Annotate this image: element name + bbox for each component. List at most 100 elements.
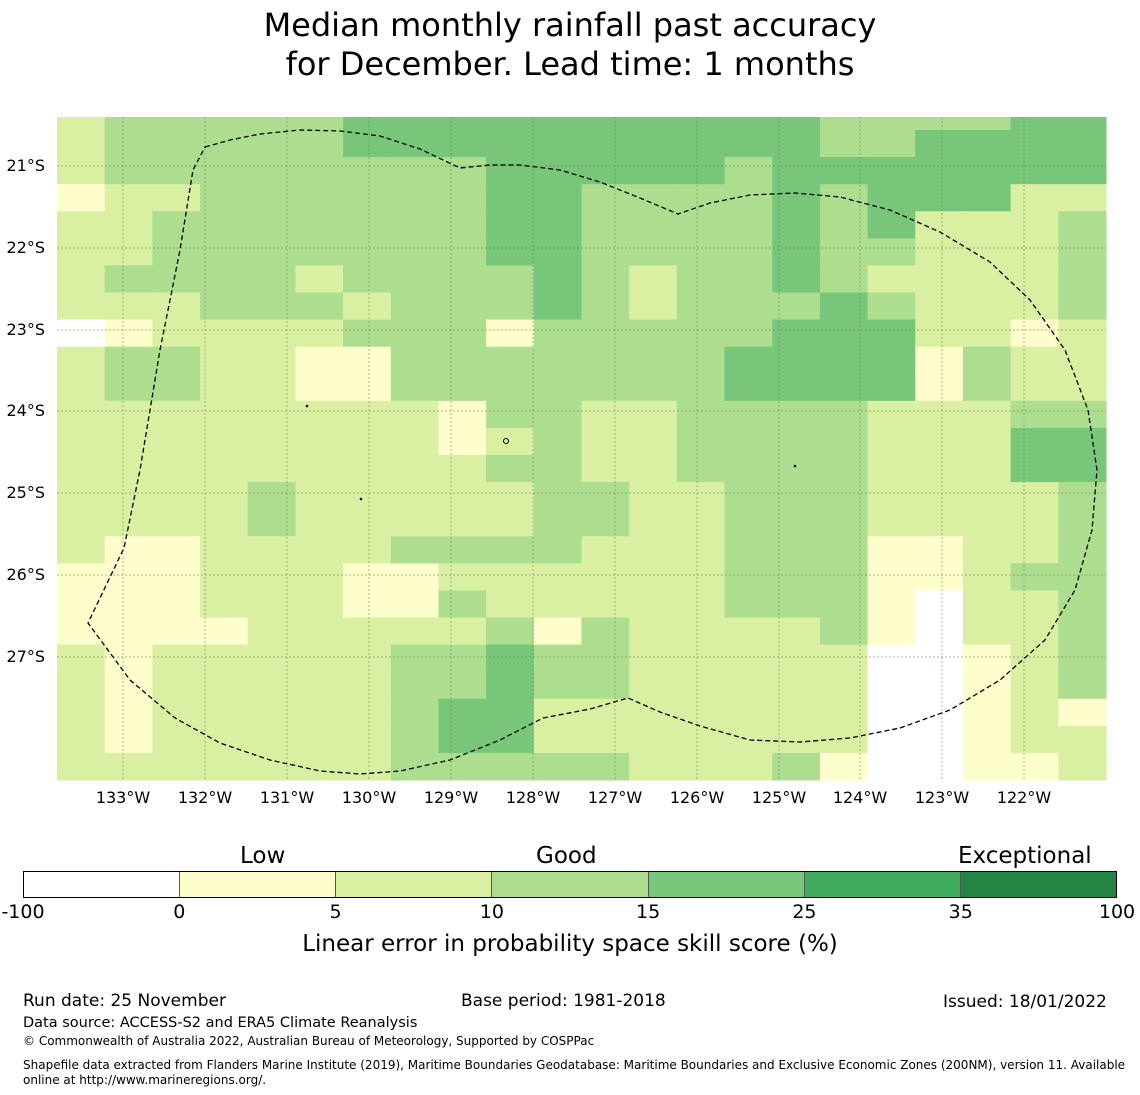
skill-cell: [295, 617, 344, 646]
skill-cell: [915, 130, 964, 158]
skill-cell: [295, 211, 344, 239]
skill-cell: [1010, 184, 1059, 212]
skill-cell: [295, 590, 344, 618]
skill-cell: [915, 617, 964, 646]
skill-cell: [772, 319, 821, 348]
skill-cell: [915, 482, 964, 510]
skill-cell: [819, 509, 869, 537]
skill-cell: [390, 671, 439, 700]
skill-cell: [867, 536, 916, 564]
skill-cell: [819, 130, 869, 158]
skill-cell: [247, 211, 296, 239]
skill-cell: [724, 698, 773, 727]
skill-cell: [724, 346, 773, 375]
skill-cell: [247, 157, 296, 185]
skill-cell: [152, 563, 201, 591]
skill-cell: [1058, 671, 1107, 700]
shapefile-credit-line-1: Shapefile data extracted from Flanders M…: [23, 1058, 1126, 1072]
skill-cell: [295, 238, 344, 266]
skill-cell: [962, 157, 1012, 185]
skill-cell: [1058, 563, 1107, 591]
skill-cell: [772, 752, 821, 781]
skill-cell: [962, 455, 1012, 483]
skill-cell: [438, 184, 487, 212]
skill-cell: [676, 698, 726, 727]
skill-cell: [247, 319, 296, 348]
skill-cell: [819, 292, 869, 321]
island-marker: [305, 404, 309, 408]
skill-cell: [152, 427, 201, 456]
eez-boundary: [87, 129, 1098, 775]
skill-cell: [962, 427, 1012, 456]
skill-cell: [867, 563, 916, 591]
latitude-label: 22°S: [6, 238, 45, 257]
skill-cell: [629, 211, 678, 239]
skill-cell: [295, 427, 344, 456]
island-marker: [503, 438, 509, 444]
skill-cell: [1058, 725, 1107, 754]
skill-cell: [486, 644, 535, 673]
skill-cell: [1058, 617, 1107, 646]
skill-cell: [438, 590, 487, 618]
skill-cell: [629, 427, 678, 456]
skill-cell: [57, 184, 106, 212]
skill-cell: [724, 400, 773, 429]
skill-cell: [390, 184, 439, 212]
skill-cell: [343, 644, 392, 673]
skill-cell: [152, 644, 201, 673]
skill-cell: [104, 427, 153, 456]
skill-cell: [867, 752, 916, 781]
skill-cell: [200, 184, 249, 212]
skill-cell: [200, 482, 249, 510]
skill-cell: [772, 400, 821, 429]
skill-cell: [247, 400, 296, 429]
skill-cell: [915, 509, 964, 537]
skill-cell: [962, 400, 1012, 429]
skill-cell: [57, 671, 106, 700]
skill-cell: [390, 563, 439, 591]
longitude-label: 128°W: [505, 788, 561, 807]
skill-cell: [724, 644, 773, 673]
skill-cell: [962, 617, 1012, 646]
skill-cell: [57, 373, 106, 402]
skill-cell: [438, 509, 487, 537]
skill-cell: [57, 590, 106, 618]
skill-cell: [962, 644, 1012, 673]
skill-cell: [486, 130, 535, 158]
skill-cell: [486, 617, 535, 646]
skill-cell: [390, 292, 439, 321]
skill-cell: [295, 725, 344, 754]
skill-cell: [438, 752, 487, 781]
skill-cell: [772, 455, 821, 483]
skill-cell: [152, 725, 201, 754]
skill-cell: [57, 563, 106, 591]
skill-cell: [629, 509, 678, 537]
colorbar-tick-label: 0: [173, 901, 186, 923]
data-source: Data source: ACCESS-S2 and ERA5 Climate …: [23, 1015, 418, 1031]
skill-cell: [962, 319, 1012, 348]
skill-cell: [438, 400, 487, 429]
colorbar-tick-label: 15: [636, 901, 661, 923]
skill-cell: [390, 346, 439, 375]
skill-cell: [819, 157, 869, 185]
skill-cell: [438, 536, 487, 564]
skill-cell: [581, 427, 630, 456]
island-markers: [305, 404, 797, 501]
skill-cell: [200, 536, 249, 564]
skill-map[interactable]: [0, 0, 1140, 800]
skill-cell: [867, 455, 916, 483]
skill-cell: [390, 117, 439, 131]
skill-cell: [867, 157, 916, 185]
skill-cell: [819, 265, 869, 293]
skill-cell: [295, 157, 344, 185]
skill-cell: [200, 671, 249, 700]
skill-cell: [1010, 157, 1059, 185]
skill-cell: [438, 725, 487, 754]
skill-cell: [343, 509, 392, 537]
skill-cell: [390, 373, 439, 402]
latitude-label: 21°S: [6, 156, 45, 175]
skill-cell: [533, 400, 582, 429]
skill-cell: [772, 644, 821, 673]
skill-cell: [1058, 400, 1107, 429]
skill-cell: [104, 644, 153, 673]
